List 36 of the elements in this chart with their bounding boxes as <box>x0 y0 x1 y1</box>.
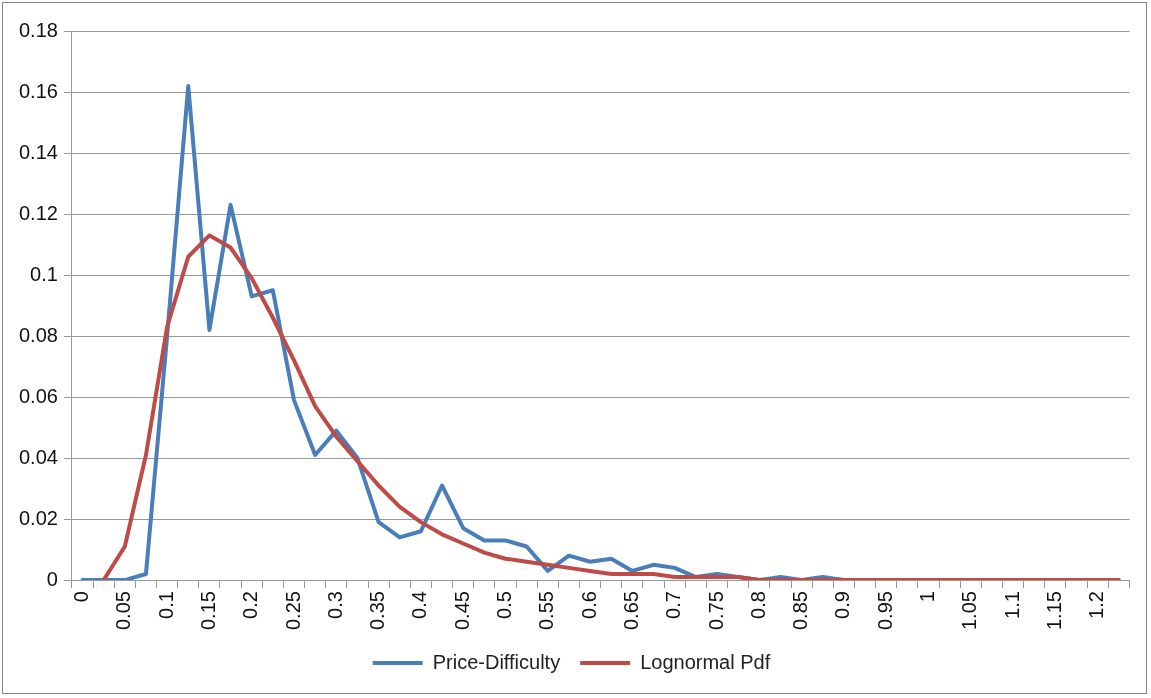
x-tick-label: 1.05 <box>958 591 981 631</box>
x-tick-label: 0.45 <box>450 591 473 631</box>
x-tick-label: 0.9 <box>831 591 854 619</box>
x-tick-label: 0.55 <box>535 591 558 631</box>
x-tick-label: 1.1 <box>1000 591 1023 619</box>
x-tick-label: 0.7 <box>662 591 685 619</box>
y-tick-label: 0.08 <box>18 323 58 346</box>
x-tick-label: 0.5 <box>493 591 516 619</box>
x-tick-label: 1 <box>916 591 939 603</box>
x-tick-label: 0.95 <box>873 591 896 631</box>
x-tick-label: 0.05 <box>112 591 135 631</box>
y-tick-label: 0.12 <box>18 201 58 224</box>
x-tick-label: 0.75 <box>704 591 727 631</box>
x-tick-label: 0.4 <box>408 591 431 619</box>
y-tick-label: 0.14 <box>18 140 58 163</box>
x-tick-label: 0 <box>70 591 93 603</box>
x-tick-label: 0.1 <box>154 591 177 619</box>
x-tick-label: 0.8 <box>746 591 769 619</box>
y-tick-label: 0.02 <box>18 506 58 529</box>
y-tick-label: 0.1 <box>30 262 58 285</box>
y-tick-label: 0.16 <box>18 79 58 102</box>
x-tick-label: 1.2 <box>1085 591 1108 619</box>
legend-label: Price-Difficulty <box>432 650 561 673</box>
x-tick-label: 0.35 <box>366 591 389 631</box>
x-tick-label: 1.15 <box>1042 591 1065 631</box>
x-tick-label: 0.6 <box>577 591 600 619</box>
x-tick-label: 0.85 <box>789 591 812 631</box>
x-tick-label: 0.3 <box>323 591 346 619</box>
x-tick-label: 0.15 <box>196 591 219 631</box>
y-tick-label: 0.18 <box>18 18 58 41</box>
y-tick-label: 0.04 <box>18 445 58 468</box>
x-tick-label: 0.2 <box>239 591 262 619</box>
x-tick-label: 0.65 <box>619 591 642 631</box>
legend-label: Lognormal Pdf <box>640 650 771 673</box>
x-tick-label: 0.25 <box>281 591 304 631</box>
y-tick-label: 0.06 <box>18 384 58 407</box>
